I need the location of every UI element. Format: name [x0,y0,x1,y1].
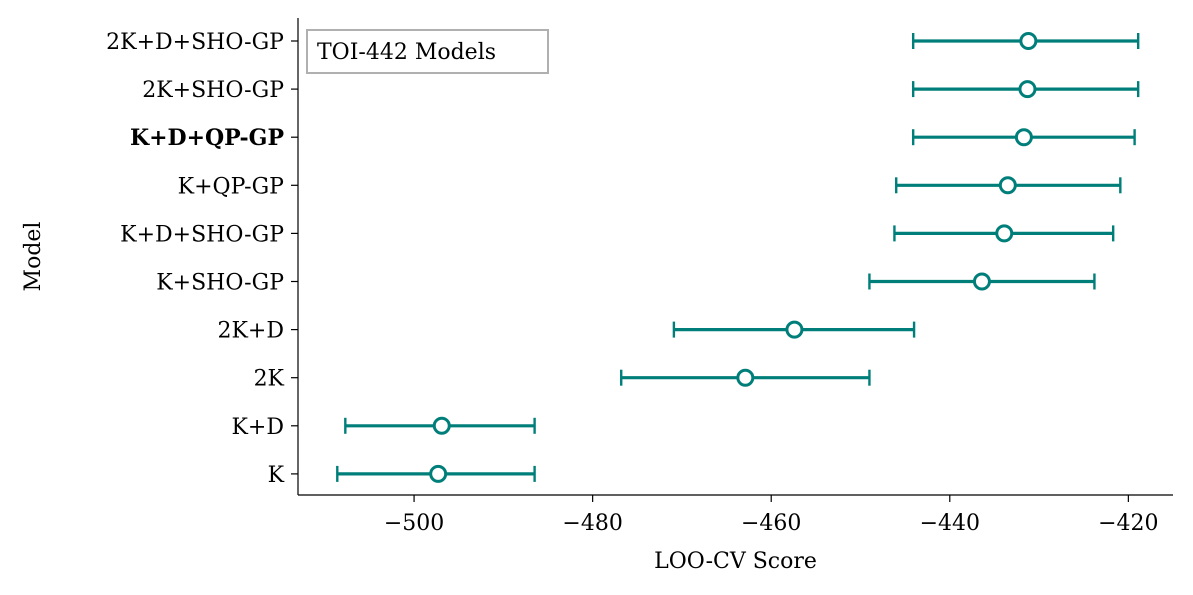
y-tick-label: 2K+D [217,319,284,344]
y-axis-ticks: 2K+D+SHO-GP 2K+SHO-GP K+D+QP-GP K+QP-GP K+D+… [106,30,298,488]
y-tick-label: K+SHO-GP [156,271,284,296]
score-point [432,416,451,435]
y-tick-label: 2K+D+SHO-GP [106,30,284,55]
data-series [336,32,1140,483]
score-point [785,320,804,339]
y-tick-label: 2K+SHO-GP [142,78,284,103]
y-tick-label: K+D+QP-GP [130,125,284,151]
y-axis-title: Model [21,222,46,292]
x-tick-label: −500 [384,511,444,536]
score-point [1014,128,1033,147]
score-point [736,368,755,387]
y-tick-label: K+D+SHO-GP [120,222,284,247]
x-tick-label: −460 [741,511,801,536]
x-axis-title: LOO-CV Score [654,549,817,574]
score-point [998,176,1017,195]
x-tick-label: −420 [1098,511,1158,536]
x-tick-label: −480 [562,511,622,536]
score-point [972,272,991,291]
y-tick-label: K+D [231,415,284,440]
score-point [1019,32,1038,50]
legend: TOI-442 Models [306,29,549,74]
y-tick-label: K [268,463,285,488]
score-point [429,464,448,483]
x-axis-ticks: −500 −480 −460 −440 −420 [384,495,1159,536]
legend-label: TOI-442 Models [317,40,496,65]
score-point [1018,80,1037,99]
x-tick-label: −440 [920,511,980,536]
legend-box [306,29,549,74]
y-tick-label: K+QP-GP [178,174,285,199]
y-tick-label: 2K [254,367,285,392]
score-point [995,224,1014,243]
